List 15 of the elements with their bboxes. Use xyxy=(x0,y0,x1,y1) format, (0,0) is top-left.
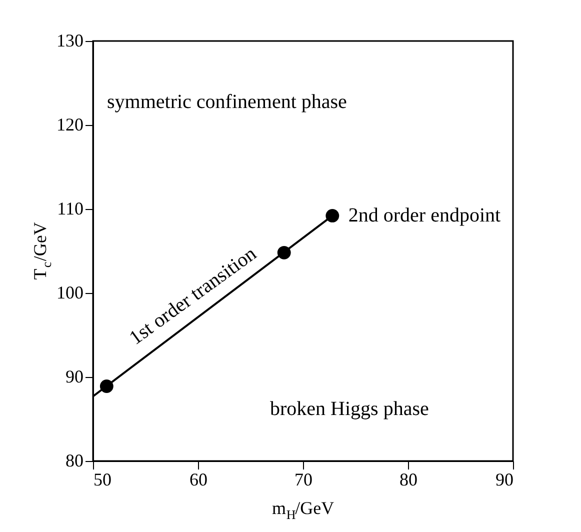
annotation: 2nd order endpoint xyxy=(348,204,502,227)
x-tick-label: 60 xyxy=(190,470,208,490)
y-tick-label: 100 xyxy=(56,282,84,302)
x-tick-label: 70 xyxy=(294,470,312,490)
y-tick-label: 130 xyxy=(56,30,84,50)
annotation: broken Higgs phase xyxy=(270,398,429,420)
x-tick-label: 90 xyxy=(496,470,514,490)
x-tick-label: 50 xyxy=(94,470,112,490)
y-tick-label: 120 xyxy=(56,114,84,134)
x-tick-label: 80 xyxy=(400,470,418,490)
annotation: symmetric confinement phase xyxy=(107,91,348,113)
y-tick-label: 110 xyxy=(57,198,84,218)
y-axis-title: Tc/GeV xyxy=(30,222,54,280)
y-tick-label: 80 xyxy=(66,450,84,470)
y-tick-label: 90 xyxy=(66,366,84,386)
